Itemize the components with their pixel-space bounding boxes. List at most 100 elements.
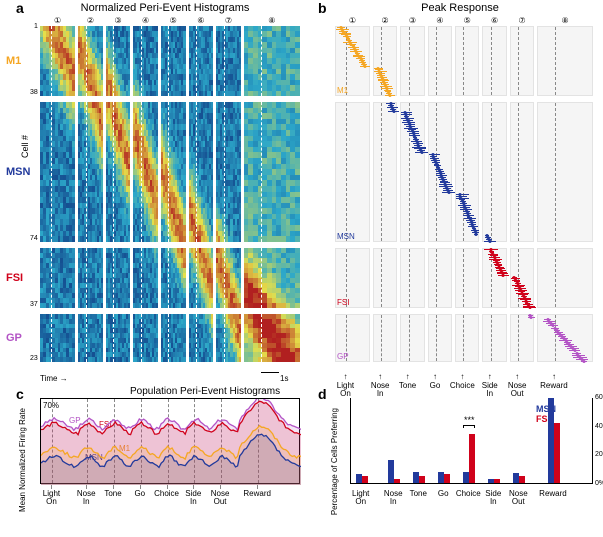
tick: 1 (34, 23, 38, 30)
celltype-label: FSI (6, 272, 23, 284)
peak-subplot (400, 102, 424, 242)
panel-b-col-num: ⑥ (491, 16, 498, 25)
heatmap-subplot (78, 102, 103, 242)
heatmap-subplot (133, 102, 158, 242)
heatmap-subplot (78, 314, 103, 362)
ytick: 40% (595, 423, 603, 430)
event-label: Reward (240, 490, 274, 498)
heatmap-subplot (106, 314, 131, 362)
heatmap-subplot (216, 102, 241, 242)
panel-c-area: 70%GPFSIM1MSN (40, 398, 300, 484)
bar-fsi (394, 479, 400, 483)
panel-d-ylabel: Percentage of Cells Preferring (330, 408, 339, 515)
heatmap-subplot (133, 314, 158, 362)
ytick: 0% (595, 480, 603, 487)
event-label: Reward (536, 490, 570, 498)
peak-subplot (455, 248, 479, 308)
event-label: Light On (344, 490, 378, 506)
heatmap-subplot (106, 102, 131, 242)
bar-fsi (444, 474, 450, 483)
heatmap-subplot (161, 314, 186, 362)
bar-fsi (554, 423, 560, 483)
heatmap-subplot (216, 248, 241, 308)
panel-c-svg (41, 399, 301, 485)
panel-b-col-num: ⑧ (562, 16, 569, 25)
event-arrow: ↑ (343, 372, 347, 381)
heatmap-subplot (161, 26, 186, 96)
panel-b-col-num: ⑤ (464, 16, 471, 25)
event-arrow: ↑ (433, 372, 437, 381)
celltype-label: M1 (6, 55, 21, 67)
event-arrow: ↑ (460, 372, 464, 381)
heatmap-subplot (244, 26, 300, 96)
panel-a-time: Time → (40, 374, 68, 383)
event-arrow: ↑ (515, 372, 519, 381)
peak-subplot (510, 102, 534, 242)
heatmap-subplot (133, 26, 158, 96)
heatmap-subplot (78, 248, 103, 308)
panel-b-area (335, 26, 593, 370)
panel-b-col-num: ① (349, 16, 356, 25)
panel-a-col-num: ④ (142, 16, 149, 25)
heatmap-subplot (216, 314, 241, 362)
heatmap-subplot (244, 314, 300, 362)
figure-root: a Normalized Peri-Event Histograms b Pea… (0, 0, 603, 537)
panel-a-area (40, 26, 300, 370)
peak-subplot (455, 314, 479, 362)
peak-subplot (400, 314, 424, 362)
peak-subplot (482, 26, 506, 96)
panel-b-col-num: ③ (409, 16, 416, 25)
tick: 37 (30, 301, 38, 308)
heatmap-subplot (189, 314, 214, 362)
event-arrow: ↑ (378, 372, 382, 381)
event-label: Reward (536, 382, 572, 390)
peak-subplot (482, 248, 506, 308)
ytick: 20% (595, 451, 603, 458)
panel-a-col-num: ① (54, 16, 61, 25)
peak-subplot (537, 26, 593, 96)
panel-a-col-num: ⑥ (197, 16, 204, 25)
panel-a-col-num: ⑧ (268, 16, 275, 25)
peak-subplot (428, 102, 452, 242)
heatmap-subplot (189, 248, 214, 308)
heatmap-subplot (189, 102, 214, 242)
panel-b-group-label: MSN (337, 232, 355, 241)
event-label: Light On (327, 382, 363, 398)
heatmap-subplot (106, 26, 131, 96)
tick: 74 (30, 235, 38, 242)
bar-fsi (494, 479, 500, 483)
heatmap-subplot (106, 248, 131, 308)
peak-subplot (335, 102, 370, 242)
peak-subplot (428, 26, 452, 96)
panel-b-col-num: ④ (436, 16, 443, 25)
peak-subplot (537, 102, 593, 242)
heatmap-subplot (244, 102, 300, 242)
heatmap-subplot (40, 314, 75, 362)
peak-subplot (400, 248, 424, 308)
panel-d-label: d (318, 386, 327, 402)
heatmap-subplot (244, 248, 300, 308)
panel-b-group-label: M1 (337, 86, 348, 95)
panel-c-ylabel: Mean Normalized Firing Rate (18, 408, 27, 512)
bar-fsi (419, 476, 425, 483)
peak-subplot (428, 314, 452, 362)
bar-fsi (362, 476, 368, 483)
peak-subplot (482, 314, 506, 362)
event-arrow: ↑ (488, 372, 492, 381)
heatmap-subplot (40, 248, 75, 308)
peak-subplot (510, 26, 534, 96)
heatmap-subplot (40, 102, 75, 242)
peak-subplot (373, 248, 397, 308)
peak-subplot (400, 26, 424, 96)
peak-subplot (455, 26, 479, 96)
celltype-label: GP (6, 332, 22, 344)
event-label: Nose Out (203, 490, 237, 506)
bar-fsi (519, 476, 525, 483)
event-label: Nose Out (499, 382, 535, 398)
celltype-label: MSN (6, 166, 30, 178)
peak-subplot (510, 314, 534, 362)
significance: *** (464, 415, 475, 425)
scalebar-a (261, 372, 279, 373)
panel-b-title: Peak Response (370, 2, 550, 14)
heatmap-subplot (78, 26, 103, 96)
